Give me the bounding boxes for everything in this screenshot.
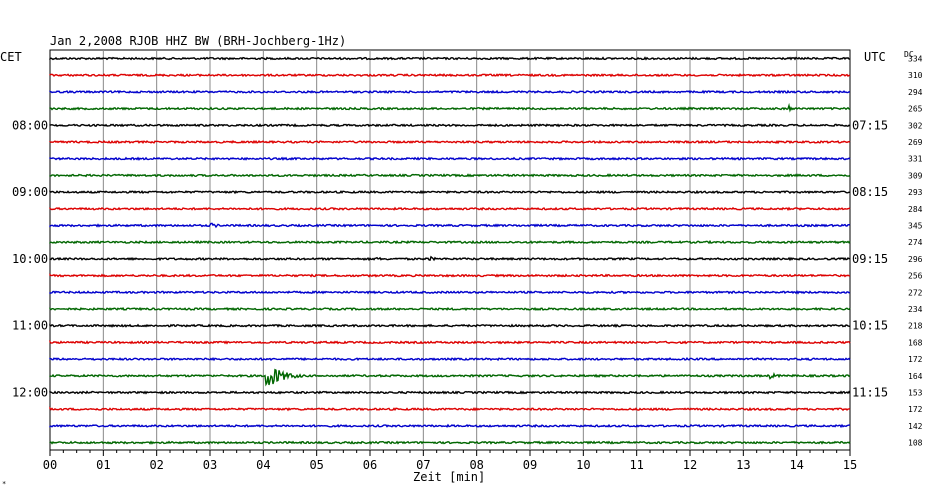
x-tick-label: 02 (149, 458, 163, 472)
dc-offset-label: 164 (908, 372, 923, 381)
dc-offset-label: 256 (908, 272, 923, 281)
dc-offset-label: 108 (908, 439, 923, 448)
dc-offset-label: 334 (908, 55, 923, 64)
right-time-label: 09:15 (852, 252, 888, 266)
seismic-trace (49, 306, 851, 312)
dc-offset-label: 168 (908, 338, 923, 347)
seismic-trace (49, 139, 851, 145)
x-tick-label: 10 (576, 458, 590, 472)
left-time-labels: 08:00 09:00 10:00 11:00 12:00 (12, 118, 48, 399)
seismic-trace (49, 89, 851, 95)
trace-lines (49, 56, 851, 445)
seismic-trace (49, 323, 851, 328)
x-tick-label: 12 (683, 458, 697, 472)
left-time-label: 09:00 (12, 185, 48, 199)
dc-offset-label: 142 (908, 422, 923, 431)
seismic-trace (49, 123, 851, 128)
seismic-trace (49, 423, 851, 429)
seismic-trace (49, 440, 851, 445)
right-time-label: 08:15 (852, 185, 888, 199)
x-tick-label: 13 (736, 458, 750, 472)
dc-offset-label: 172 (908, 355, 923, 364)
dc-offset-label: 272 (908, 288, 923, 297)
x-tick-label: 11 (629, 458, 643, 472)
seismic-trace (49, 73, 851, 78)
left-time-label: 08:00 (12, 118, 48, 132)
seismic-trace (49, 206, 851, 212)
dc-offset-label: 309 (908, 171, 923, 180)
left-time-label: 12:00 (12, 386, 48, 400)
dc-offset-label: 345 (908, 222, 923, 231)
seismic-trace (49, 56, 851, 61)
x-tick-label: 04 (256, 458, 270, 472)
seismic-trace (49, 239, 851, 245)
dc-offset-label: 331 (908, 155, 923, 164)
plot-frame (49, 49, 851, 451)
x-tick-label: 00 (43, 458, 57, 472)
x-tick-label: 06 (363, 458, 377, 472)
x-tick-label: 08 (469, 458, 483, 472)
right-time-label: 11:15 (852, 386, 888, 400)
seismic-trace (49, 357, 851, 362)
x-axis-label: Zeit [min] (413, 470, 485, 484)
x-tick-label: 14 (789, 458, 803, 472)
seismic-trace (49, 102, 851, 113)
dc-offset-label: 302 (908, 121, 923, 130)
x-tick-label: 07 (416, 458, 430, 472)
dc-offset-label: 284 (908, 205, 923, 214)
right-time-label: 10:15 (852, 319, 888, 333)
dc-offset-label: 218 (908, 322, 923, 331)
dc-offset-label: 274 (908, 238, 923, 247)
x-tick-label: 15 (843, 458, 857, 472)
seismic-trace (49, 406, 851, 412)
seismic-trace (49, 173, 851, 178)
right-time-labels: 07:15 08:15 09:15 10:15 11:15 (852, 118, 888, 399)
seismic-trace (49, 368, 851, 387)
vertical-gridlines (102, 50, 798, 450)
seismic-trace (49, 156, 851, 161)
seismic-trace (49, 340, 851, 345)
dc-offset-label: 310 (908, 71, 923, 80)
dc-offset-label: 294 (908, 88, 923, 97)
seismic-trace (49, 189, 851, 195)
chart-title: Jan 2,2008 RJOB HHZ BW (BRH-Jochberg-1Hz… (50, 34, 346, 48)
right-timezone-label: UTC (864, 50, 886, 64)
x-tick-label: 03 (203, 458, 217, 472)
dc-offset-label: 293 (908, 188, 923, 197)
dc-label: DC (904, 50, 914, 59)
dc-offset-label: 234 (908, 305, 923, 314)
x-axis-ticks: 00 01 02 03 04 05 06 07 08 09 10 11 12 13 14 15 (43, 450, 857, 472)
dc-offset-label: 265 (908, 105, 923, 114)
left-time-label: 10:00 (12, 252, 48, 266)
seismic-trace (49, 290, 851, 295)
x-tick-label: 05 (309, 458, 323, 472)
left-timezone-label: CET (0, 50, 22, 64)
dc-offset-labels: 334 310 294 265 302 269 331 309 293 284 345 274 296 2… (908, 55, 923, 448)
right-time-label: 07:15 (852, 118, 888, 132)
seismic-trace (49, 222, 851, 229)
left-time-label: 11:00 (12, 319, 48, 333)
seismic-trace (49, 273, 851, 278)
dc-offset-label: 172 (908, 405, 923, 414)
dc-offset-label: 153 (908, 389, 923, 398)
seismic-trace (49, 255, 851, 262)
dc-offset-label: 269 (908, 138, 923, 147)
seismic-trace (49, 390, 851, 395)
corner-mark: * (2, 480, 6, 488)
dc-offset-label: 296 (908, 255, 923, 264)
x-tick-label: 01 (96, 458, 110, 472)
x-tick-label: 09 (523, 458, 537, 472)
